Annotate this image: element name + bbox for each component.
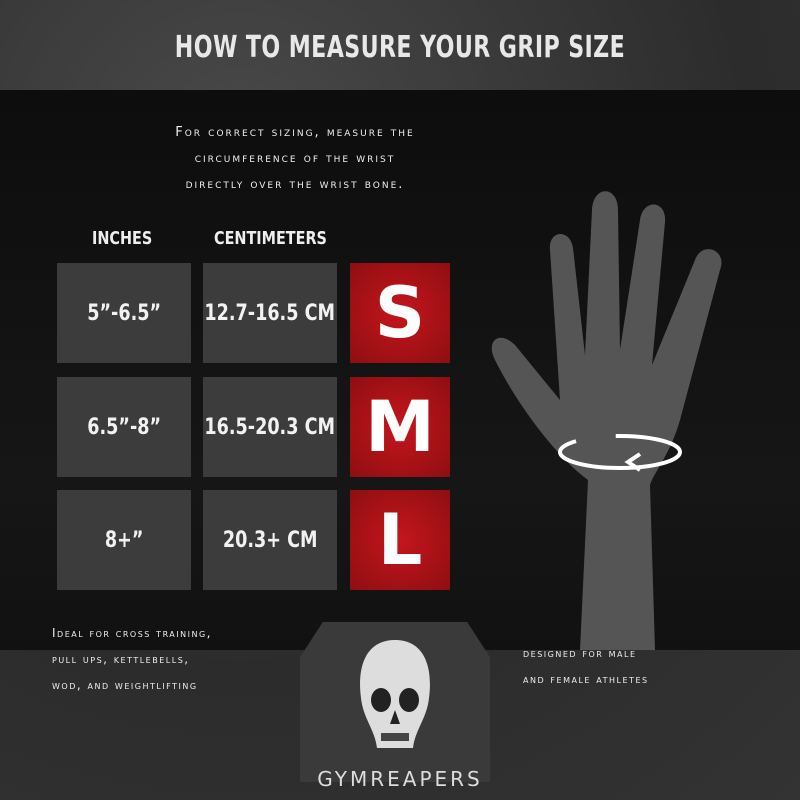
size-badge: M xyxy=(350,377,450,477)
uses-text: Ideal for cross training, pull ups, kett… xyxy=(52,620,212,698)
uses-line: pull ups, kettlebells, xyxy=(52,652,190,666)
cm-cell: 16.5-20.3 CM xyxy=(203,377,337,477)
designed-line: designed for male xyxy=(523,646,637,660)
brand-name: GYMREAPERS xyxy=(317,767,483,791)
size-badge: S xyxy=(350,263,450,363)
centimeters-header: CENTIMETERS xyxy=(214,228,327,249)
skull-logo-icon xyxy=(360,640,430,748)
inches-cell: 5”-6.5” xyxy=(57,263,191,363)
cm-cell: 20.3+ CM xyxy=(203,490,337,590)
inches-cell: 6.5”-8” xyxy=(57,377,191,477)
size-badge: L xyxy=(350,490,450,590)
designed-text: designed for male and female athletes xyxy=(523,640,649,692)
uses-line: wod, and weightlifting xyxy=(52,678,198,692)
inches-header: INCHES xyxy=(92,228,153,249)
cm-cell: 12.7-16.5 CM xyxy=(203,263,337,363)
instructions: For correct sizing, measure the circumfe… xyxy=(100,120,490,198)
instruction-line: circumference of the wrist xyxy=(194,151,396,166)
instruction-line: For correct sizing, measure the xyxy=(175,125,415,140)
hand-icon xyxy=(491,191,722,650)
instruction-line: directly over the wrist bone. xyxy=(185,177,405,192)
inches-cell: 8+” xyxy=(57,490,191,590)
uses-line: Ideal for cross training, xyxy=(52,626,212,640)
designed-line: and female athletes xyxy=(523,672,649,686)
page-title: HOW TO MEASURE YOUR GRIP SIZE xyxy=(174,30,626,65)
